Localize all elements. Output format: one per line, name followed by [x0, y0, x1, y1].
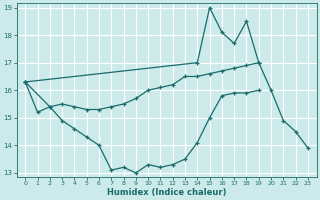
X-axis label: Humidex (Indice chaleur): Humidex (Indice chaleur) — [107, 188, 226, 197]
